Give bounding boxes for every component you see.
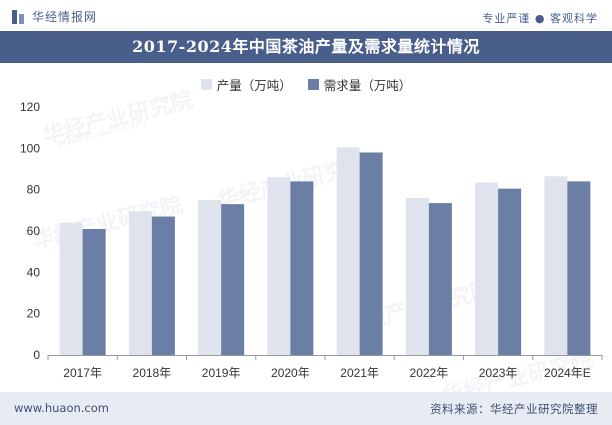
- legend-item-demand: 需求量（万吨）: [307, 75, 412, 94]
- bar-demand: [151, 216, 175, 355]
- legend-swatch-demand: [307, 79, 319, 90]
- x-tick-label: 2023年: [479, 366, 518, 380]
- bar-production: [336, 147, 360, 355]
- logo[interactable]: 华经情报网: [12, 8, 97, 25]
- x-tick-label: 2018年: [133, 366, 172, 380]
- y-tick-label: 80: [27, 183, 41, 197]
- footer-source: 资料来源：华经产业研究院整理: [430, 402, 598, 416]
- legend-label-production: 产量（万吨）: [216, 78, 292, 93]
- top-bar: 华经情报网 专业严谨 ● 客观科学: [0, 0, 612, 30]
- x-tick-label: 2017年: [63, 366, 102, 380]
- legend-label-demand: 需求量（万吨）: [323, 78, 412, 93]
- bar-demand: [359, 152, 383, 355]
- logo-icon: [12, 9, 26, 24]
- y-tick-label: 40: [27, 265, 41, 279]
- bar-production: [544, 176, 568, 355]
- x-tick-label: 2019年: [202, 366, 241, 380]
- x-tick-label: 2024年E: [544, 366, 591, 380]
- bar-production: [59, 222, 83, 355]
- y-tick-label: 20: [27, 307, 41, 321]
- chart-legend: 产量（万吨） 需求量（万吨）: [0, 75, 612, 94]
- bar-demand: [498, 188, 522, 355]
- footer: www.huaon.com 资料来源：华经产业研究院整理: [0, 392, 612, 425]
- footer-website[interactable]: www.huaon.com: [14, 401, 109, 415]
- x-tick-label: 2022年: [410, 366, 449, 380]
- bar-demand: [221, 204, 245, 355]
- legend-swatch-production: [200, 79, 212, 90]
- legend-item-production: 产量（万吨）: [200, 75, 292, 94]
- bar-production: [128, 211, 152, 355]
- bar-demand: [290, 181, 314, 355]
- chart-title: 2017-2024年中国茶油产量及需求量统计情况: [0, 31, 612, 63]
- x-tick-label: 2020年: [271, 366, 310, 380]
- bar-production: [475, 182, 499, 355]
- bar-demand: [428, 203, 452, 355]
- y-tick-label: 120: [20, 100, 40, 114]
- x-tick-label: 2021年: [340, 366, 379, 380]
- bar-demand: [82, 228, 106, 355]
- bar-production: [405, 197, 429, 355]
- logo-text: 华经情报网: [32, 10, 98, 24]
- y-tick-label: 100: [20, 141, 40, 155]
- slogan: 专业严谨 ● 客观科学: [482, 12, 598, 25]
- bar-production: [267, 177, 291, 355]
- bar-production: [198, 200, 222, 355]
- y-tick-label: 60: [27, 224, 41, 238]
- bar-demand: [567, 181, 591, 355]
- y-tick-label: 0: [33, 348, 40, 362]
